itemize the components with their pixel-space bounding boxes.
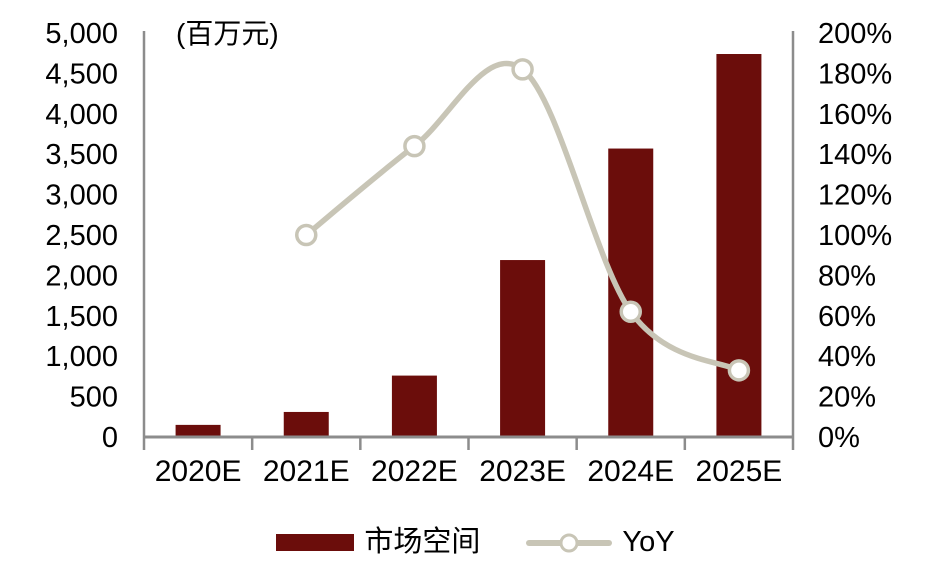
bar	[283, 411, 329, 437]
bar-series-swatch-icon	[276, 534, 355, 551]
yoy-marker	[403, 134, 426, 158]
bar	[391, 375, 437, 437]
bar	[500, 260, 546, 437]
left-axis-tick-label: 2,000	[45, 260, 118, 292]
right-axis-tick-label: 100%	[818, 220, 892, 252]
left-axis-tick-label: 1,000	[45, 341, 118, 373]
bar	[608, 148, 654, 437]
chart-legend: 市场空间 YoY	[0, 528, 951, 557]
right-axis-tick-label: 200%	[818, 18, 892, 50]
yoy-marker	[619, 300, 642, 324]
left-axis-tick-label: 0	[102, 422, 118, 454]
x-axis-label: 2025E	[696, 455, 783, 488]
x-axis-label: 2022E	[371, 455, 458, 488]
x-axis-label: 2020E	[155, 455, 242, 488]
legend-label-yoy: YoY	[622, 526, 675, 558]
right-axis-tick-label: 140%	[818, 139, 892, 171]
left-axis-tick-label: 4,000	[45, 99, 118, 131]
left-axis-tick-label: 1,500	[45, 301, 118, 333]
bar	[175, 424, 221, 437]
x-axis-label: 2023E	[479, 455, 566, 488]
axis-unit-title: (百万元)	[176, 18, 279, 49]
left-axis-tick-label: 3,500	[45, 139, 118, 171]
right-axis-tick-label: 0%	[818, 422, 860, 454]
left-axis-tick-label: 3,000	[45, 180, 118, 212]
left-axis-tick-label: 5,000	[45, 18, 118, 50]
left-axis-tick-label: 500	[70, 382, 118, 414]
right-axis-tick-label: 80%	[818, 260, 876, 292]
right-axis-tick-label: 40%	[818, 341, 876, 373]
right-axis-tick-label: 180%	[818, 58, 892, 90]
line-series-swatch-icon	[526, 533, 613, 552]
combo-chart-canvas: 0 500 1,000 1,500 2,000 2,500 3,000 3,500 4,000 4…	[45, 18, 892, 488]
yoy-marker	[511, 58, 534, 81]
legend-item-yoy: YoY	[526, 526, 675, 558]
yoy-marker	[727, 359, 751, 382]
legend-marker-glyph	[559, 533, 579, 552]
x-axis-label: 2024E	[587, 455, 674, 488]
x-axis-label: 2021E	[263, 455, 350, 488]
right-axis-tick-label: 160%	[818, 99, 892, 131]
yoy-marker	[295, 223, 318, 247]
legend-item-market-space: 市场空间	[276, 528, 480, 557]
right-axis-tick-label: 60%	[818, 301, 876, 333]
right-axis-tick-label: 20%	[818, 382, 876, 414]
left-axis-tick-label: 2,500	[45, 220, 118, 252]
right-axis-tick-label: 120%	[818, 180, 892, 212]
left-axis-tick-label: 4,500	[45, 58, 118, 90]
legend-label-market-space: 市场空间	[364, 526, 481, 558]
